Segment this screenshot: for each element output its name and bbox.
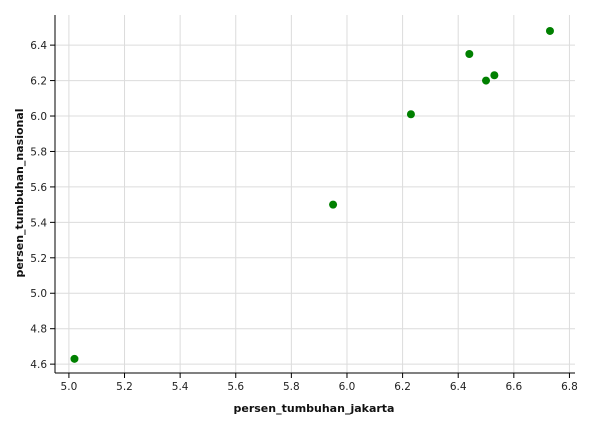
y-tick-label: 6.0 — [30, 111, 47, 123]
data-point — [70, 354, 79, 363]
y-tick-label: 6.4 — [30, 40, 47, 52]
data-point — [465, 49, 474, 58]
y-tick-label: 5.0 — [30, 288, 47, 300]
x-tick-label: 5.8 — [283, 381, 300, 393]
x-axis-ticks: 5.0 5.2 5.4 5.6 5.8 6.0 6.2 6.4 6.6 6.8 — [61, 373, 578, 393]
y-tick-label: 5.4 — [30, 217, 47, 229]
y-tick-label: 4.8 — [30, 324, 47, 336]
x-tick-label: 6.0 — [339, 381, 356, 393]
y-tick-label: 6.2 — [30, 76, 47, 88]
y-tick-label: 5.6 — [30, 182, 47, 194]
x-tick-label: 6.8 — [561, 381, 578, 393]
x-tick-label: 6.2 — [394, 381, 411, 393]
y-axis-title: persen_tumbuhan_nasional — [13, 108, 26, 277]
x-tick-label: 5.6 — [227, 381, 244, 393]
data-point — [482, 76, 491, 85]
axes — [54, 15, 575, 374]
x-tick-label: 5.0 — [61, 381, 78, 393]
data-point — [545, 26, 554, 35]
y-tick-label: 4.6 — [30, 359, 47, 371]
y-tick-label: 5.8 — [30, 146, 47, 158]
y-axis-ticks: 4.6 4.8 5.0 5.2 5.4 5.6 5.8 6.0 6.2 6.4 — [30, 40, 55, 371]
data-point — [329, 200, 338, 209]
data-points — [70, 26, 554, 363]
x-axis-title: persen_tumbuhan_jakarta — [234, 402, 395, 415]
data-point — [490, 71, 499, 80]
x-tick-label: 6.6 — [505, 381, 522, 393]
x-tick-label: 6.4 — [450, 381, 467, 393]
y-tick-label: 5.2 — [30, 253, 47, 265]
x-tick-label: 5.2 — [116, 381, 133, 393]
x-tick-label: 5.4 — [172, 381, 189, 393]
data-point — [406, 110, 415, 119]
grid — [55, 15, 575, 373]
